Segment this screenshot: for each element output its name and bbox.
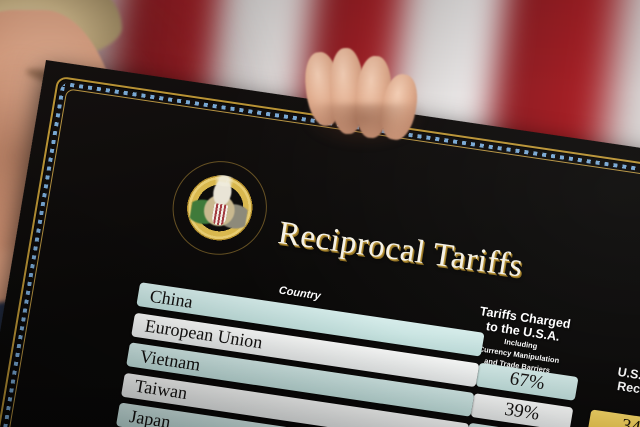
discounted-tariff-cell: 34% (587, 409, 640, 427)
hand-gripping-board (300, 47, 430, 150)
hand-shadow (300, 104, 428, 150)
